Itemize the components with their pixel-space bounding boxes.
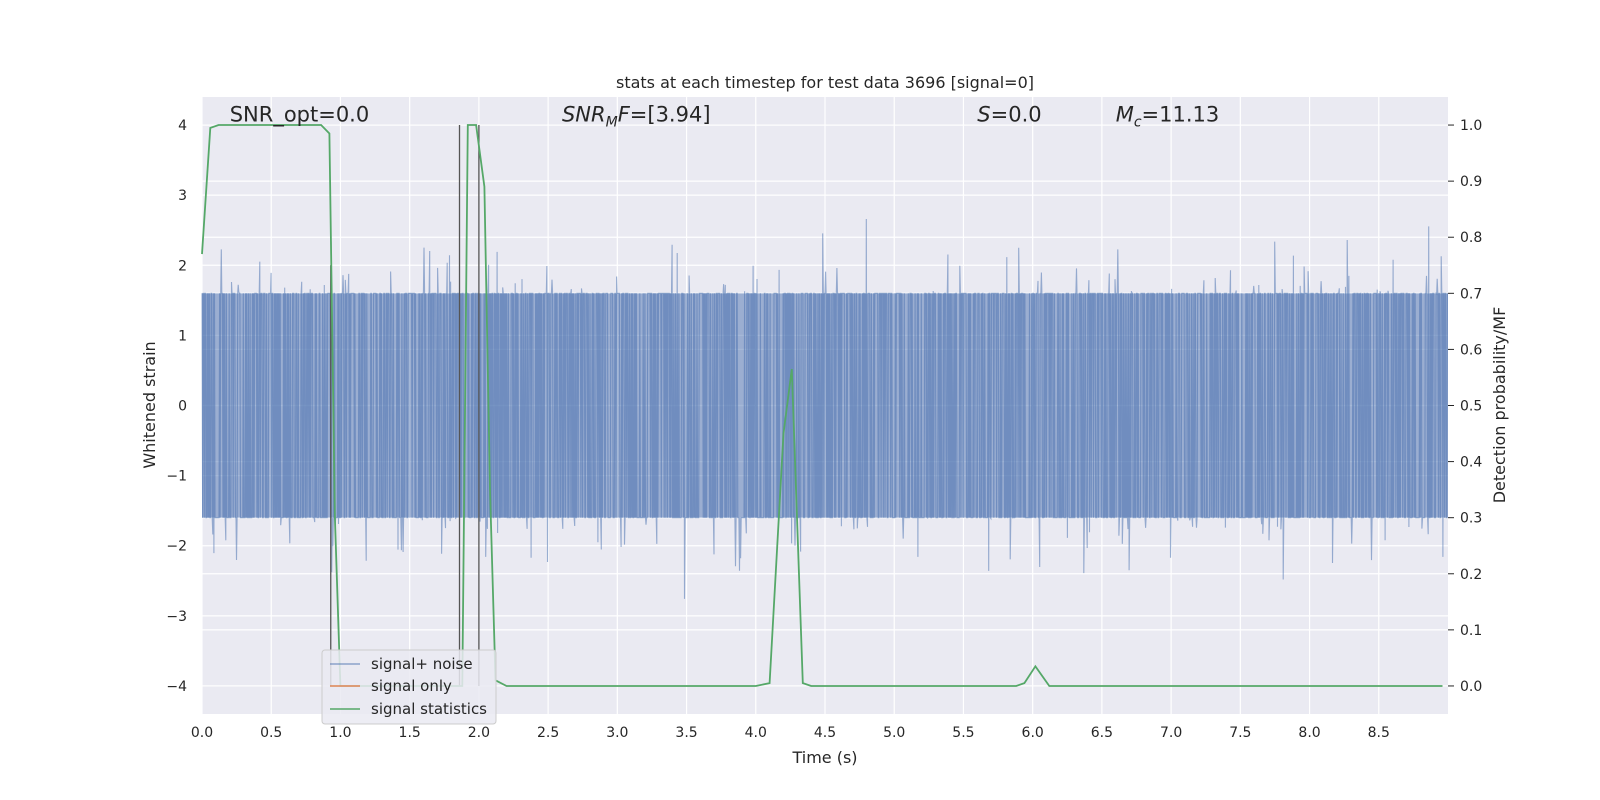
y-right-tick-label-0: 0.0 [1460, 679, 1482, 695]
x-tick-label-7: 3.5 [675, 725, 697, 741]
x-tick-label-1: 0.5 [260, 725, 282, 741]
vertical-lines [330, 125, 480, 686]
legend: signal+ noise signal only signal statist… [321, 649, 497, 725]
y-right-tick-label-7: 0.7 [1460, 286, 1482, 302]
chart-title: stats at each timestep for test data 369… [616, 73, 1034, 92]
x-tick-label-0: 0.0 [191, 725, 213, 741]
legend-label-signal-only: signal only [371, 677, 452, 695]
y-right-tick-label-1: 0.1 [1460, 623, 1482, 639]
y-left-tick-label-5: 1 [178, 328, 187, 344]
noise-band [202, 293, 1448, 518]
y-left-tick-label-8: 4 [178, 118, 187, 134]
x-axis-label: Time (s) [791, 748, 857, 767]
series-signal-statistics [201, 124, 1443, 687]
y-left-tick-labels: −4 −3 −2 −1 0 1 2 3 4 [166, 118, 187, 695]
x-tick-label-15: 7.5 [1229, 725, 1251, 741]
legend-label-signal-statistics: signal statistics [371, 700, 487, 718]
x-tick-labels: 0.0 0.5 1.0 1.5 2.0 2.5 3.0 3.5 4.0 4.5 5.0 5.5 6.0 6… [191, 725, 1390, 741]
y-left-tick-label-3: −1 [166, 469, 187, 485]
series-signal-noise [201, 218, 1448, 599]
x-tick-label-6: 3.0 [606, 725, 628, 741]
legend-box [321, 649, 497, 725]
y-right-tick-label-3: 0.3 [1460, 511, 1482, 527]
x-tick-label-5: 2.5 [537, 725, 559, 741]
annotation-snr-mf: SNRMF=[3.94] [562, 103, 711, 131]
x-tick-label-12: 6.0 [1022, 725, 1044, 741]
y-left-tick-label-1: −3 [166, 609, 187, 625]
y-right-tick-label-9: 0.9 [1460, 174, 1482, 190]
x-tick-label-14: 7.0 [1160, 725, 1182, 741]
annotation-s-stat: S=0.0 [977, 103, 1041, 127]
y-right-tick-label-8: 0.8 [1460, 230, 1482, 246]
x-tick-label-17: 8.5 [1368, 725, 1390, 741]
y-left-tick-label-6: 2 [178, 258, 187, 274]
annotation-mc: Mc=11.13 [1116, 103, 1220, 131]
x-tick-label-10: 5.0 [883, 725, 905, 741]
x-tick-label-16: 8.0 [1298, 725, 1320, 741]
x-tick-label-2: 1.0 [329, 725, 351, 741]
x-tick-label-8: 4.0 [745, 725, 767, 741]
y-right-axis-label: Detection probability/MF [1490, 307, 1509, 504]
noise-line [201, 218, 1448, 599]
x-tick-label-3: 1.5 [399, 725, 421, 741]
y-left-tick-label-2: −2 [166, 539, 187, 555]
y-left-tick-label-0: −4 [166, 679, 187, 695]
x-tick-label-4: 2.0 [468, 725, 490, 741]
y-right-tick-label-5: 0.5 [1460, 399, 1482, 415]
y-left-tick-label-7: 3 [178, 188, 187, 204]
legend-label-signal-noise: signal+ noise [371, 655, 473, 673]
annotation-snr-opt: SNR_opt=0.0 [230, 103, 370, 128]
x-tick-label-13: 6.5 [1091, 725, 1113, 741]
statistics-line [201, 124, 1443, 687]
y-left-axis-label: Whitened strain [140, 341, 159, 468]
y-right-tick-labels: 0.0 0.1 0.2 0.3 0.4 0.5 0.6 0.7 0.8 0.9 1.0 [1448, 118, 1482, 695]
y-right-tick-label-10: 1.0 [1460, 118, 1482, 134]
y-right-tick-label-2: 0.2 [1460, 567, 1482, 583]
y-right-tick-label-4: 0.4 [1460, 455, 1482, 471]
y-right-tick-label-6: 0.6 [1460, 342, 1482, 358]
x-tick-label-9: 4.5 [814, 725, 836, 741]
annotations: SNR_opt=0.0 SNRMF=[3.94] S=0.0 Mc=11.13 [230, 103, 1220, 131]
x-tick-label-11: 5.5 [952, 725, 974, 741]
y-left-tick-label-4: 0 [178, 399, 187, 415]
